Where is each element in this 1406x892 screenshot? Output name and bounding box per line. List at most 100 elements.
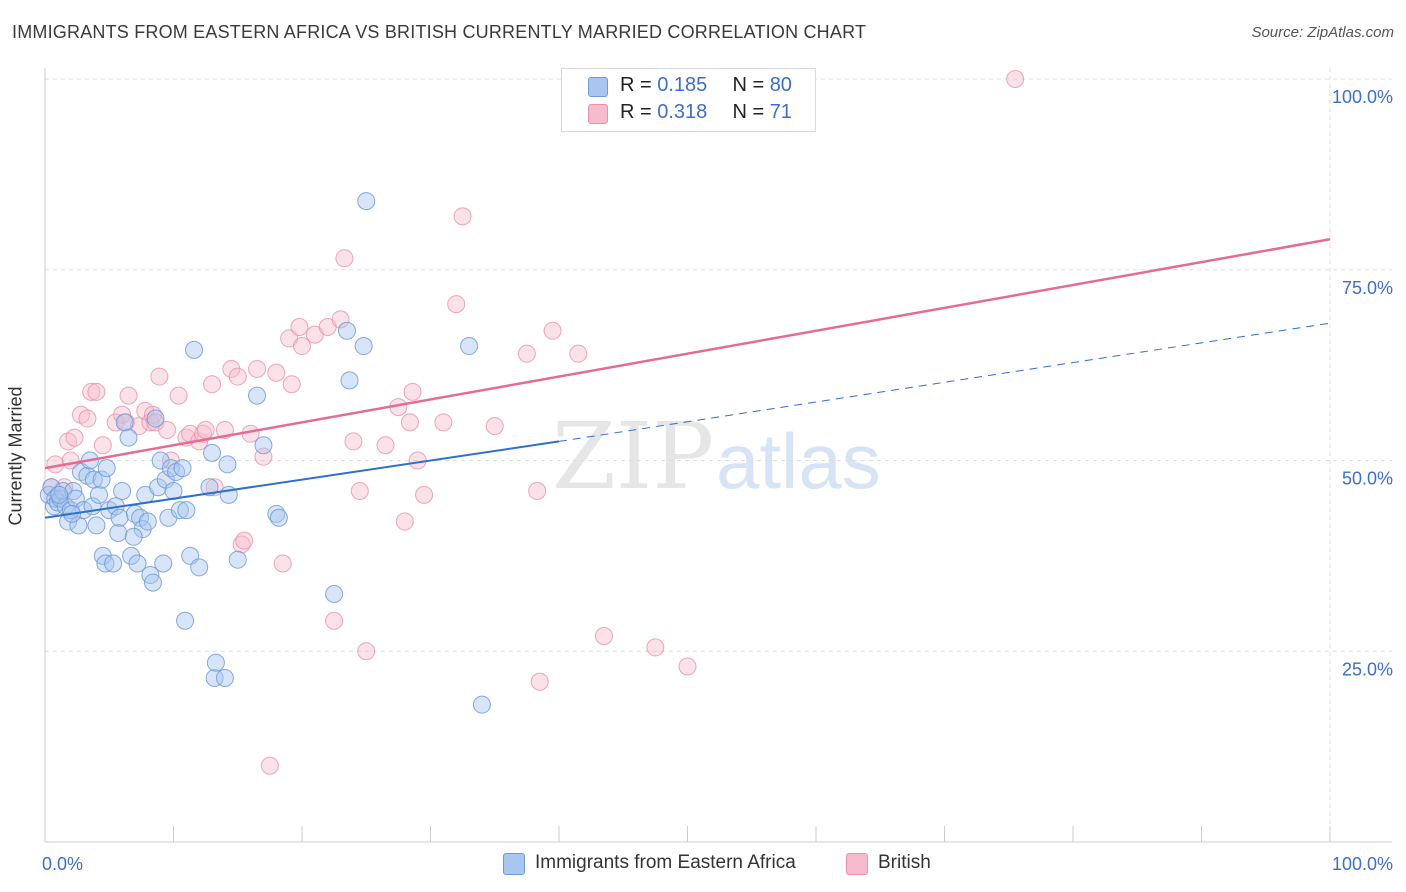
british-point (325, 611, 344, 630)
british-point (129, 417, 148, 436)
british-point (350, 482, 369, 501)
british-point (403, 382, 422, 401)
eastern-africa-point (228, 550, 247, 569)
watermark: ZIP atlas (552, 403, 881, 510)
y-axis-label: Currently Married (5, 386, 26, 526)
british-point (267, 363, 286, 382)
blue-swatch (588, 77, 608, 97)
r-label: R = (620, 101, 652, 123)
trend-line-eastern-africa (44, 440, 560, 519)
n-label: N = (732, 74, 765, 96)
eastern-africa-point (248, 386, 267, 405)
r-value-pink: 0.318 (657, 101, 708, 123)
eastern-africa-point (154, 554, 173, 573)
british-point (1006, 70, 1025, 88)
british-point (78, 409, 97, 428)
british-point (222, 359, 241, 378)
british-point (150, 367, 169, 386)
eastern-africa-point (146, 409, 165, 428)
legend-swatch-blue (503, 853, 525, 875)
legend-label-eastern-africa: Immigrants from Eastern Africa (535, 852, 796, 873)
british-point (646, 638, 665, 657)
british-point (235, 531, 254, 550)
british-point (569, 344, 588, 363)
eastern-africa-point (176, 611, 195, 630)
british-point (331, 310, 350, 329)
eastern-africa-point (460, 337, 479, 356)
british-point (196, 420, 215, 439)
eastern-africa-point (254, 436, 273, 455)
eastern-africa-point (138, 512, 157, 531)
y-tick-label: 100.0% (1332, 87, 1393, 107)
eastern-africa-point (109, 523, 128, 542)
eastern-africa-point (357, 192, 376, 211)
eastern-africa-point (354, 337, 373, 356)
british-point (517, 344, 536, 363)
british-point (543, 321, 562, 340)
british-point (260, 756, 279, 775)
chart-title: IMMIGRANTS FROM EASTERN AFRICA VS BRITIS… (12, 22, 867, 42)
eastern-africa-point (122, 546, 141, 565)
eastern-africa-point (128, 554, 147, 573)
eastern-africa-point (143, 573, 162, 592)
eastern-africa-point (87, 516, 106, 535)
british-point (447, 295, 466, 314)
watermark-zip: ZIP (552, 403, 714, 510)
british-point (282, 375, 301, 394)
series-legend: Immigrants from Eastern Africa British (0, 852, 1406, 878)
british-point (203, 375, 222, 394)
eastern-africa-point (124, 527, 143, 546)
british-point (357, 642, 376, 661)
eastern-africa-point (269, 508, 288, 527)
r-label: R = (620, 74, 652, 96)
stats-text-blue: R = 0.185 N = 80 (620, 74, 792, 97)
eastern-africa-point (115, 413, 134, 432)
british-point (408, 451, 427, 470)
eastern-africa-point (110, 508, 129, 527)
eastern-africa-point (96, 554, 115, 573)
r-value-blue: 0.185 (657, 74, 708, 96)
british-point (376, 436, 395, 455)
eastern-africa-point (149, 478, 168, 497)
eastern-africa-point (119, 428, 138, 447)
x-tick-label: 0.0% (42, 854, 83, 874)
eastern-africa-point (337, 321, 356, 340)
british-point (82, 382, 101, 401)
legend-label-british: British (878, 852, 931, 873)
eastern-africa-point (170, 501, 189, 520)
eastern-africa-point (203, 443, 222, 462)
eastern-africa-point (151, 451, 170, 470)
british-point (530, 672, 549, 691)
eastern-africa-point (218, 455, 237, 474)
eastern-africa-point (177, 501, 196, 520)
eastern-africa-point (97, 459, 116, 478)
stats-text-pink: R = 0.318 N = 71 (620, 101, 792, 124)
trend-line-eastern-africa-extension (558, 322, 1331, 442)
eastern-africa-point (206, 653, 225, 672)
source-label: Source: ZipAtlas.com (1251, 24, 1394, 41)
british-point (93, 436, 112, 455)
british-point (119, 386, 138, 405)
british-point (228, 367, 247, 386)
axes (44, 68, 1392, 843)
british-point (395, 512, 414, 531)
british-point (485, 417, 504, 436)
legend-swatch-pink (846, 853, 868, 875)
pink-swatch (588, 104, 608, 124)
british-point (434, 413, 453, 432)
y-tick-label: 75.0% (1342, 278, 1393, 298)
eastern-africa-point (92, 470, 111, 489)
eastern-africa-point (325, 585, 344, 604)
eastern-africa-point (50, 485, 69, 504)
british-point (65, 428, 84, 447)
stats-legend: R = 0.185 N = 80 R = 0.318 N = 71 (561, 68, 816, 132)
eastern-africa-point (190, 558, 209, 577)
eastern-africa-point (215, 668, 234, 687)
british-point (344, 432, 363, 451)
british-points (42, 70, 1025, 775)
eastern-africa-point (113, 482, 132, 501)
trend-lines (44, 237, 1331, 519)
n-value-pink: 71 (769, 101, 792, 123)
british-point (415, 485, 434, 504)
eastern-africa-point (104, 554, 123, 573)
